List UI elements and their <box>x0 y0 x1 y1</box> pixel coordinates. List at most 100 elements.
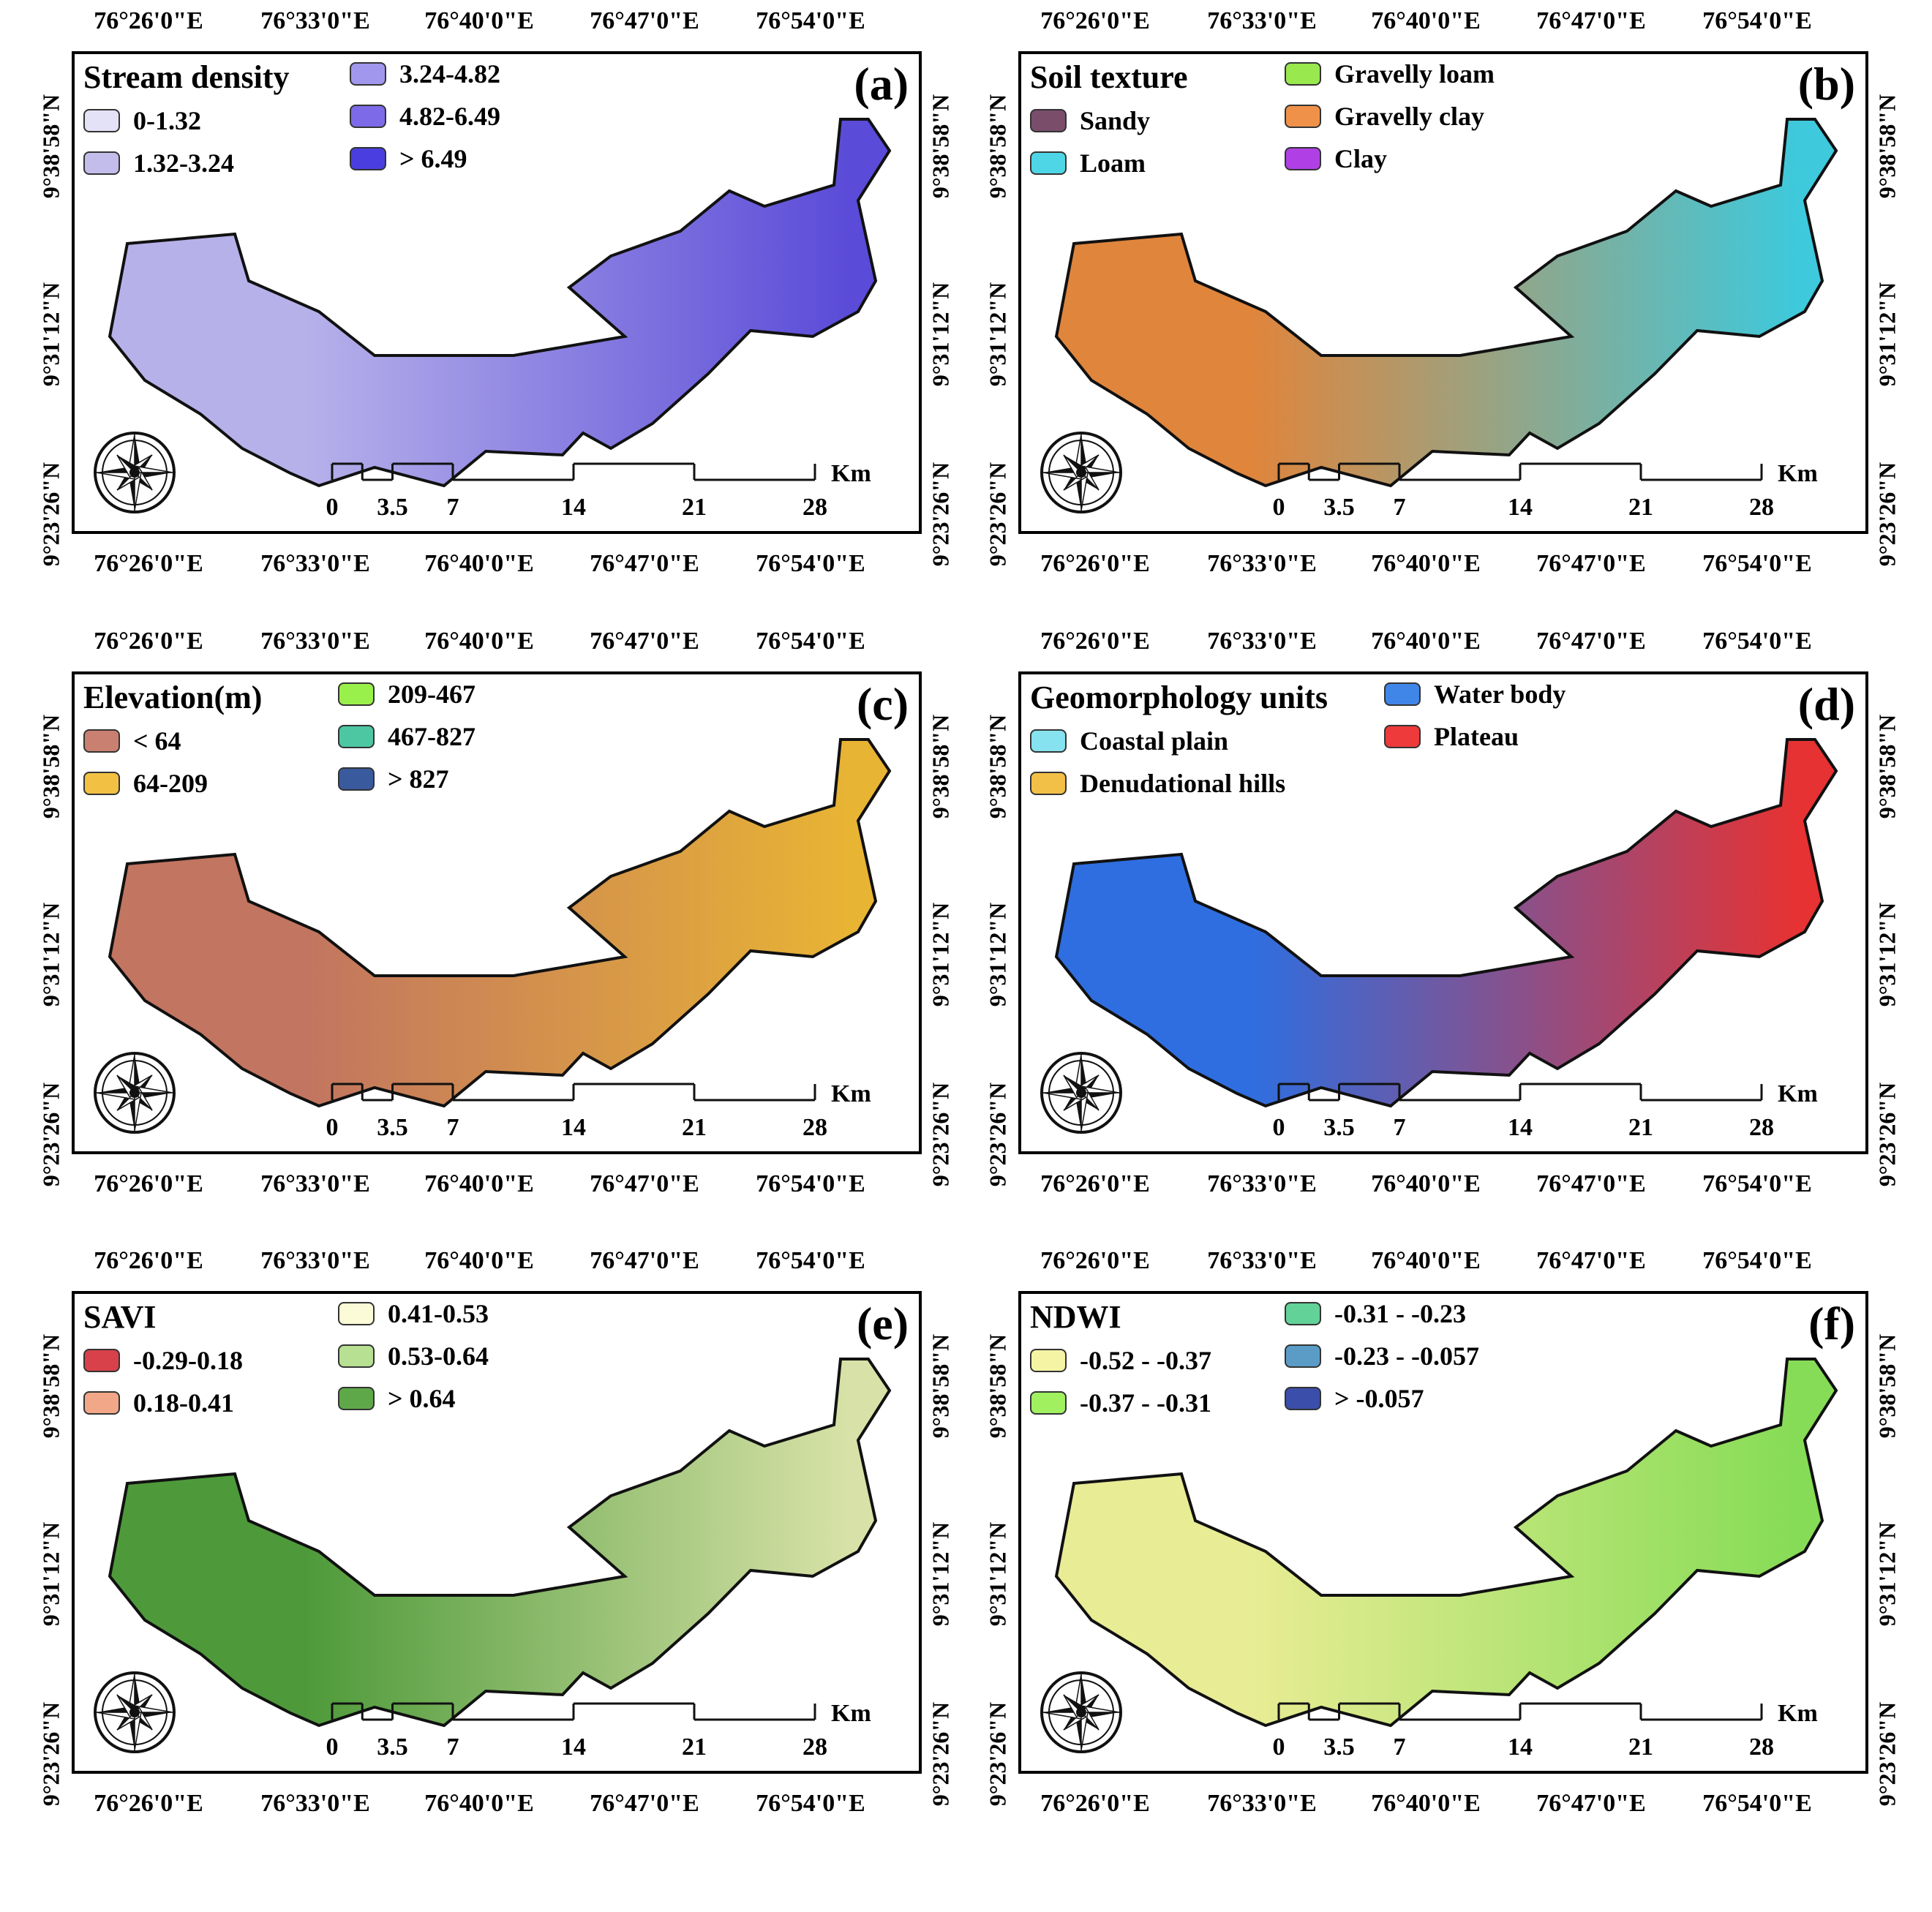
longitude-label-bottom: 76°33'0"E <box>260 1790 370 1817</box>
scale-tick-label: 7 <box>447 1734 459 1761</box>
latitude-label-right: 9°23'26"N <box>927 1701 954 1807</box>
longitude-label-top: 76°26'0"E <box>94 7 203 34</box>
legend-item: 467-827 <box>338 721 476 752</box>
legend-label: Sandy <box>1080 106 1151 135</box>
longitude-label-top: 76°26'0"E <box>1040 7 1150 34</box>
longitude-label-bottom: 76°47'0"E <box>1536 1170 1646 1197</box>
longitude-label-bottom: 76°54'0"E <box>1702 550 1812 577</box>
legend-swatch <box>83 109 120 132</box>
north-arrow-icon <box>1040 1671 1122 1753</box>
longitude-label-bottom: 76°47'0"E <box>590 1790 699 1817</box>
longitude-label-top: 76°40'0"E <box>1371 628 1481 655</box>
legend-item: -0.37 - -0.31 <box>1030 1388 1211 1418</box>
latitude-label-left: 9°38'58"N <box>37 94 64 199</box>
latitude-label-left: 9°31'12"N <box>984 902 1011 1007</box>
legend-label: 467-827 <box>388 722 476 751</box>
scale-bar: 0 3.5 7 14 21 28 Km <box>1257 449 1857 530</box>
longitude-label-top: 76°26'0"E <box>1040 1247 1150 1274</box>
scale-tick-label: 0 <box>1273 1734 1285 1761</box>
longitude-label-top: 76°54'0"E <box>1702 1247 1812 1274</box>
legend-item: Clay <box>1285 143 1387 174</box>
legend-item: > 6.49 <box>350 143 467 174</box>
scale-tick-label: 7 <box>1394 494 1406 521</box>
panel-label: (e) <box>856 1298 909 1350</box>
panel-label: (c) <box>856 678 909 730</box>
basin-map <box>1054 738 1838 1108</box>
longitude-label-bottom: 76°33'0"E <box>1207 550 1317 577</box>
legend-label: > 0.64 <box>388 1384 456 1413</box>
longitude-label-bottom: 76°26'0"E <box>1040 550 1150 577</box>
map-panel-c: 76°26'0"E 76°33'0"E 76°40'0"E 76°47'0"E 76°5… <box>35 620 954 1227</box>
map-panel-e: 76°26'0"E 76°33'0"E 76°40'0"E 76°47'0"E 76°5… <box>35 1240 954 1847</box>
longitude-label-top: 76°40'0"E <box>424 7 534 34</box>
north-arrow-icon <box>1040 1052 1122 1134</box>
latitude-label-right: 9°31'12"N <box>1873 902 1901 1007</box>
legend-label: 209-467 <box>388 680 476 709</box>
longitude-label-bottom: 76°33'0"E <box>260 1170 370 1197</box>
scale-tick-label: 7 <box>1394 1114 1406 1141</box>
latitude-label-right: 9°38'58"N <box>1873 94 1901 199</box>
legend-item: Plateau <box>1384 721 1519 752</box>
legend-label: 0.41-0.53 <box>388 1299 489 1328</box>
scale-bar: 0 3.5 7 14 21 28 Km <box>310 449 910 530</box>
legend-swatch <box>1285 1387 1321 1410</box>
legend-item: Gravelly clay <box>1285 101 1484 132</box>
longitude-label-bottom: 76°40'0"E <box>424 550 534 577</box>
basin-outline <box>108 1358 892 1728</box>
scale-unit: Km <box>1778 460 1818 487</box>
legend-label: Coastal plain <box>1080 726 1229 756</box>
longitude-label-top: 76°33'0"E <box>1207 1247 1317 1274</box>
legend-swatch <box>338 682 375 706</box>
scale-bar: 0 3.5 7 14 21 28 Km <box>1257 1069 1857 1150</box>
legend-item: 4.82-6.49 <box>350 101 500 132</box>
scale-bar: 0 3.5 7 14 21 28 Km <box>310 1069 910 1150</box>
legend-swatch <box>1030 151 1067 175</box>
longitude-label-top: 76°33'0"E <box>260 1247 370 1274</box>
longitude-label-top: 76°33'0"E <box>1207 628 1317 655</box>
basin-outline <box>1054 118 1838 488</box>
scale-tick-label: 21 <box>682 1114 707 1141</box>
latitude-label-right: 9°31'12"N <box>927 282 954 387</box>
north-arrow-icon <box>94 432 176 513</box>
legend-title: SAVI <box>83 1299 157 1335</box>
legend-label: -0.23 - -0.057 <box>1334 1341 1479 1371</box>
longitude-label-bottom: 76°40'0"E <box>424 1790 534 1817</box>
scale-tick-label: 14 <box>1508 494 1533 521</box>
longitude-label-top: 76°40'0"E <box>1371 7 1481 34</box>
latitude-label-left: 9°38'58"N <box>984 94 1011 199</box>
legend-item: Gravelly loam <box>1285 59 1495 89</box>
legend-label: 1.32-3.24 <box>133 148 234 178</box>
longitude-label-bottom: 76°40'0"E <box>1371 1790 1481 1817</box>
legend-item: Coastal plain <box>1030 726 1228 756</box>
legend-item: -0.31 - -0.23 <box>1285 1298 1466 1329</box>
legend-label: > -0.057 <box>1334 1384 1424 1413</box>
longitude-label-top: 76°54'0"E <box>756 628 865 655</box>
legend-label: -0.37 - -0.31 <box>1080 1388 1211 1418</box>
legend-label: Loam <box>1080 148 1146 178</box>
panel-label: (f) <box>1808 1298 1855 1350</box>
longitude-label-top: 76°54'0"E <box>756 1247 865 1274</box>
longitude-label-top: 76°26'0"E <box>94 628 203 655</box>
map-panel-b: 76°26'0"E 76°33'0"E 76°40'0"E 76°47'0"E 76°5… <box>982 0 1901 607</box>
longitude-label-bottom: 76°33'0"E <box>1207 1790 1317 1817</box>
scale-tick-label: 3.5 <box>1323 1734 1355 1761</box>
longitude-label-top: 76°47'0"E <box>590 628 699 655</box>
latitude-label-left: 9°23'26"N <box>984 1701 1011 1807</box>
scale-tick-label: 0 <box>326 1734 339 1761</box>
latitude-label-left: 9°31'12"N <box>37 1521 64 1627</box>
basin-map <box>108 118 892 488</box>
longitude-label-bottom: 76°47'0"E <box>590 1170 699 1197</box>
longitude-label-top: 76°40'0"E <box>424 1247 534 1274</box>
longitude-label-top: 76°47'0"E <box>1536 628 1646 655</box>
scale-tick-label: 28 <box>803 1734 827 1761</box>
legend-title: Stream density <box>83 59 290 95</box>
longitude-label-bottom: 76°26'0"E <box>94 1790 203 1817</box>
legend-item: Water body <box>1384 679 1565 710</box>
legend-label: 64-209 <box>133 769 208 798</box>
longitude-label-top: 76°54'0"E <box>1702 628 1812 655</box>
scale-tick-label: 0 <box>1273 494 1285 521</box>
latitude-label-left: 9°38'58"N <box>37 1333 64 1439</box>
legend-item: 0-1.32 <box>83 105 201 136</box>
scale-tick-label: 21 <box>1628 1734 1653 1761</box>
longitude-label-top: 76°54'0"E <box>1702 7 1812 34</box>
